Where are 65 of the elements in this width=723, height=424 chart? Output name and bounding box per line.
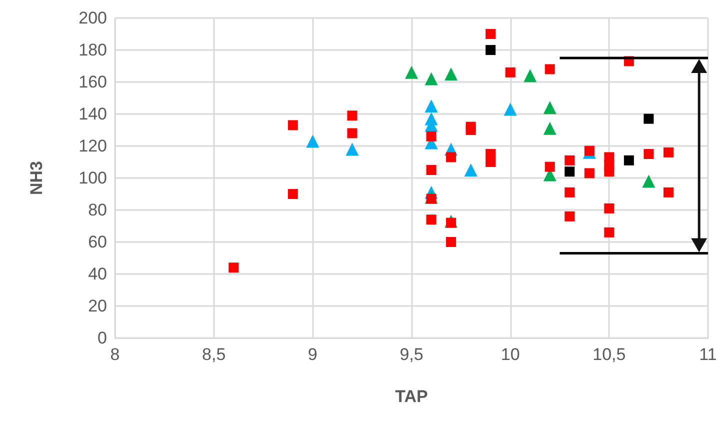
point <box>663 147 674 158</box>
point <box>486 45 496 55</box>
point <box>306 134 320 148</box>
x-tick-label: 10 <box>500 345 520 364</box>
point <box>288 120 298 130</box>
point <box>405 66 418 79</box>
point <box>486 29 496 39</box>
point <box>426 131 436 142</box>
point <box>505 67 516 78</box>
y-tick-label: 180 <box>78 40 107 60</box>
point <box>644 114 654 124</box>
point <box>446 218 456 228</box>
y-axis-title: NH3 <box>27 160 46 196</box>
point <box>564 166 575 177</box>
y-tick-label: 160 <box>78 72 107 92</box>
point <box>544 162 555 172</box>
x-tick-label: 8 <box>110 345 120 364</box>
point <box>347 110 358 121</box>
point <box>663 187 674 198</box>
point <box>426 165 436 175</box>
point <box>424 72 438 86</box>
point <box>426 194 436 204</box>
x-tick-label: 11 <box>699 345 717 364</box>
point <box>564 155 575 166</box>
y-tick-label: 20 <box>88 296 107 316</box>
point <box>228 262 239 273</box>
y-tick-label: 100 <box>78 168 107 188</box>
point <box>644 149 654 159</box>
point <box>564 187 575 198</box>
point <box>543 101 556 114</box>
point <box>486 157 496 167</box>
y-tick-label: 200 <box>78 8 107 28</box>
y-tick-label: 40 <box>88 264 107 284</box>
y-tick-label: 0 <box>98 328 107 348</box>
point <box>642 174 656 188</box>
x-tick-label: 9 <box>308 345 318 364</box>
x-tick-label: 8,5 <box>202 345 226 364</box>
y-tick-label: 60 <box>88 232 107 252</box>
point <box>604 203 614 214</box>
x-axis-title: TAP <box>395 387 428 406</box>
point <box>466 125 476 135</box>
point <box>543 122 556 135</box>
x-tick-label: 9,5 <box>400 345 424 364</box>
point <box>604 227 614 238</box>
point <box>288 189 298 199</box>
point <box>504 102 517 116</box>
point <box>604 166 614 177</box>
point <box>584 146 594 156</box>
y-tick-label: 80 <box>88 200 107 220</box>
point <box>564 211 575 222</box>
point <box>426 214 436 225</box>
point <box>464 164 478 176</box>
point <box>446 152 456 162</box>
point <box>346 142 359 156</box>
point <box>446 237 456 247</box>
point <box>424 100 438 112</box>
point <box>584 168 594 178</box>
point <box>444 68 458 80</box>
point <box>624 155 634 166</box>
point <box>347 128 358 138</box>
x-tick-label: 10,5 <box>592 345 626 364</box>
point <box>544 64 555 74</box>
y-tick-label: 140 <box>78 104 107 124</box>
point <box>524 69 537 82</box>
y-tick-label: 120 <box>78 136 107 156</box>
